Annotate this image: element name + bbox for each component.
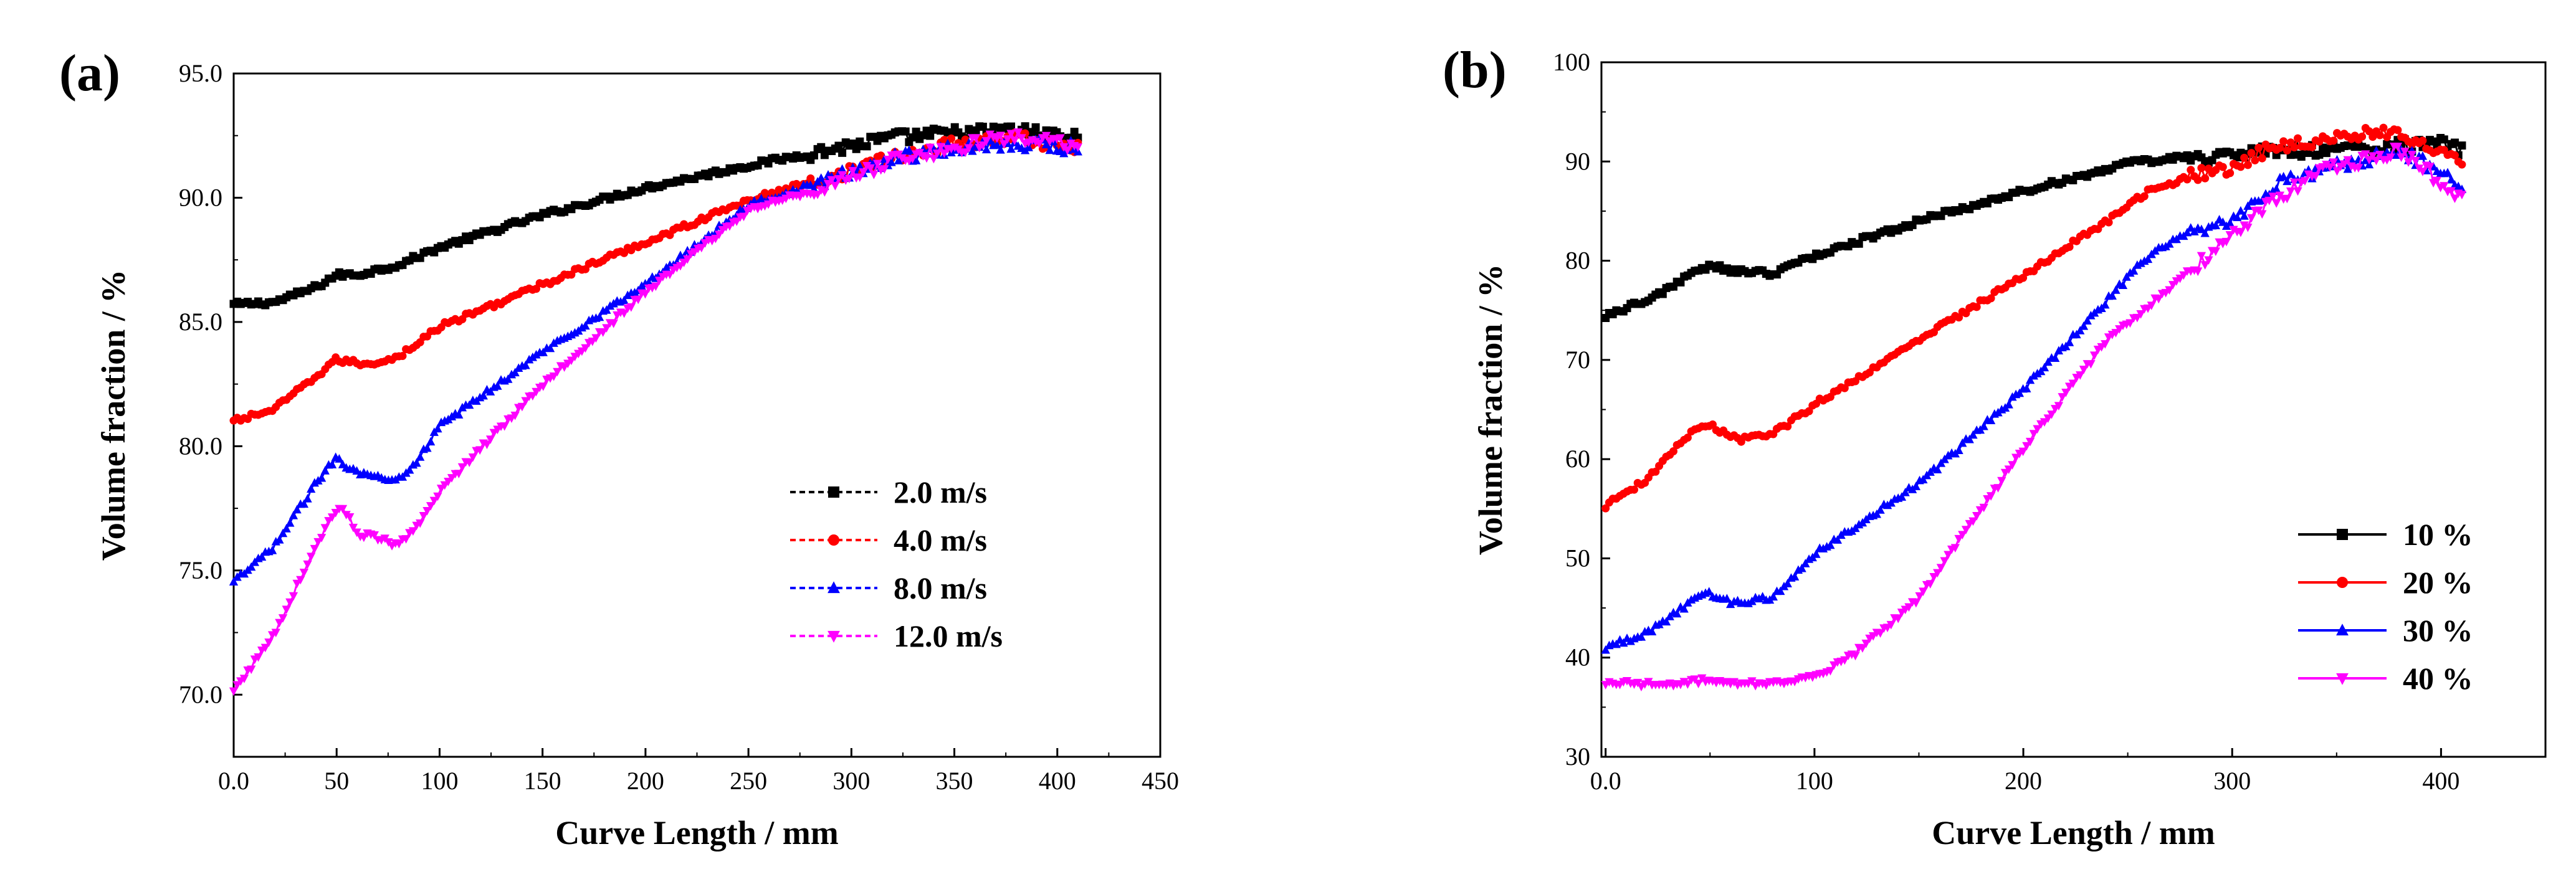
panel-label: (b) bbox=[1443, 41, 1507, 99]
x-tick-label: 0.0 bbox=[218, 767, 249, 795]
legend-item: 12.0 m/s bbox=[790, 619, 1003, 653]
legend-label: 20 % bbox=[2403, 565, 2473, 600]
y-tick-label: 60 bbox=[1565, 445, 1590, 473]
series-group bbox=[1601, 123, 2467, 691]
x-tick-label: 100 bbox=[1796, 767, 1833, 795]
x-tick-label: 50 bbox=[324, 767, 349, 795]
y-tick-label: 30 bbox=[1565, 742, 1590, 771]
legend-label: 4.0 m/s bbox=[894, 523, 987, 557]
panel-label: (a) bbox=[59, 44, 120, 102]
y-tick-label: 75.0 bbox=[179, 556, 222, 584]
legend-label: 10 % bbox=[2403, 517, 2473, 552]
chart-panel-b: 0.0 100 200 300 400 30 40 50 60 70 80 90 100 Curve Le… bbox=[1443, 41, 2547, 851]
x-tick-label: 350 bbox=[936, 767, 973, 795]
legend-item: 20 % bbox=[2298, 565, 2473, 600]
legend-swatch-marker bbox=[828, 486, 839, 498]
x-tick-label: 200 bbox=[627, 767, 664, 795]
y-tick-label: 95.0 bbox=[179, 59, 222, 87]
legend-label: 2.0 m/s bbox=[894, 475, 987, 510]
x-tick-label: 250 bbox=[730, 767, 767, 795]
y-tick-label: 50 bbox=[1565, 544, 1590, 572]
y-tick-label: 80.0 bbox=[179, 432, 222, 460]
x-tick-label: 450 bbox=[1142, 767, 1179, 795]
x-axis-title: Curve Length / mm bbox=[555, 814, 838, 851]
legend-swatch-marker bbox=[2336, 624, 2349, 636]
legend-swatch-marker bbox=[828, 581, 840, 594]
legend-item: 2.0 m/s bbox=[790, 475, 987, 510]
y-tick-label: 40 bbox=[1565, 643, 1590, 671]
y-tick-label: 85.0 bbox=[179, 308, 222, 336]
series-group bbox=[229, 122, 1082, 696]
legend: 2.0 m/s 4.0 m/s 8.0 m/s 12.0 m/s bbox=[790, 475, 1003, 653]
legend-swatch-marker bbox=[828, 630, 840, 643]
legend-item: 40 % bbox=[2298, 661, 2473, 696]
legend-label: 12.0 m/s bbox=[894, 619, 1003, 653]
x-tick-label: 100 bbox=[421, 767, 458, 795]
series-40- bbox=[1601, 142, 2467, 691]
y-tick-label: 80 bbox=[1565, 247, 1590, 275]
series-12-0-m-s bbox=[229, 128, 1082, 696]
legend-label: 40 % bbox=[2403, 661, 2473, 696]
x-tick-label: 400 bbox=[1039, 767, 1076, 795]
legend-swatch-marker bbox=[2336, 673, 2349, 685]
series-markers bbox=[1601, 145, 2467, 654]
legend-item: 30 % bbox=[2298, 613, 2473, 648]
chart-panel-a: 0.0 50 100 150 200 250 300 350 400 450 70.0 75.0 80.… bbox=[59, 44, 1179, 851]
x-tick-label: 200 bbox=[2005, 767, 2042, 795]
legend-label: 30 % bbox=[2403, 613, 2473, 648]
y-tick-label: 90.0 bbox=[179, 183, 222, 211]
y-axis-title: Volume fraction / % bbox=[95, 270, 132, 561]
legend: 10 % 20 % 30 % 40 % bbox=[2298, 517, 2473, 696]
legend-swatch-marker bbox=[828, 534, 839, 546]
legend-item: 4.0 m/s bbox=[790, 523, 987, 557]
y-axis-title: Volume fraction / % bbox=[1472, 264, 1509, 555]
x-tick-label: 400 bbox=[2422, 767, 2459, 795]
series-markers bbox=[229, 122, 1082, 310]
y-tick-label: 70 bbox=[1565, 346, 1590, 374]
x-axis-title: Curve Length / mm bbox=[1932, 814, 2215, 851]
x-tick-label: 150 bbox=[524, 767, 561, 795]
series-20- bbox=[1601, 123, 2466, 513]
legend-swatch-marker bbox=[2337, 529, 2348, 540]
x-tick-label: 300 bbox=[832, 767, 870, 795]
legend-item: 8.0 m/s bbox=[790, 571, 987, 605]
y-tick-label: 70.0 bbox=[179, 680, 222, 708]
x-tick-label: 300 bbox=[2213, 767, 2251, 795]
y-tick-label: 100 bbox=[1553, 48, 1590, 76]
legend-label: 8.0 m/s bbox=[894, 571, 987, 605]
y-tick-label: 90 bbox=[1565, 147, 1590, 175]
legend-swatch-marker bbox=[2337, 577, 2348, 588]
x-tick-label: 0.0 bbox=[1590, 767, 1621, 795]
series-2-0-m-s bbox=[229, 122, 1082, 310]
legend-item: 10 % bbox=[2298, 517, 2473, 552]
